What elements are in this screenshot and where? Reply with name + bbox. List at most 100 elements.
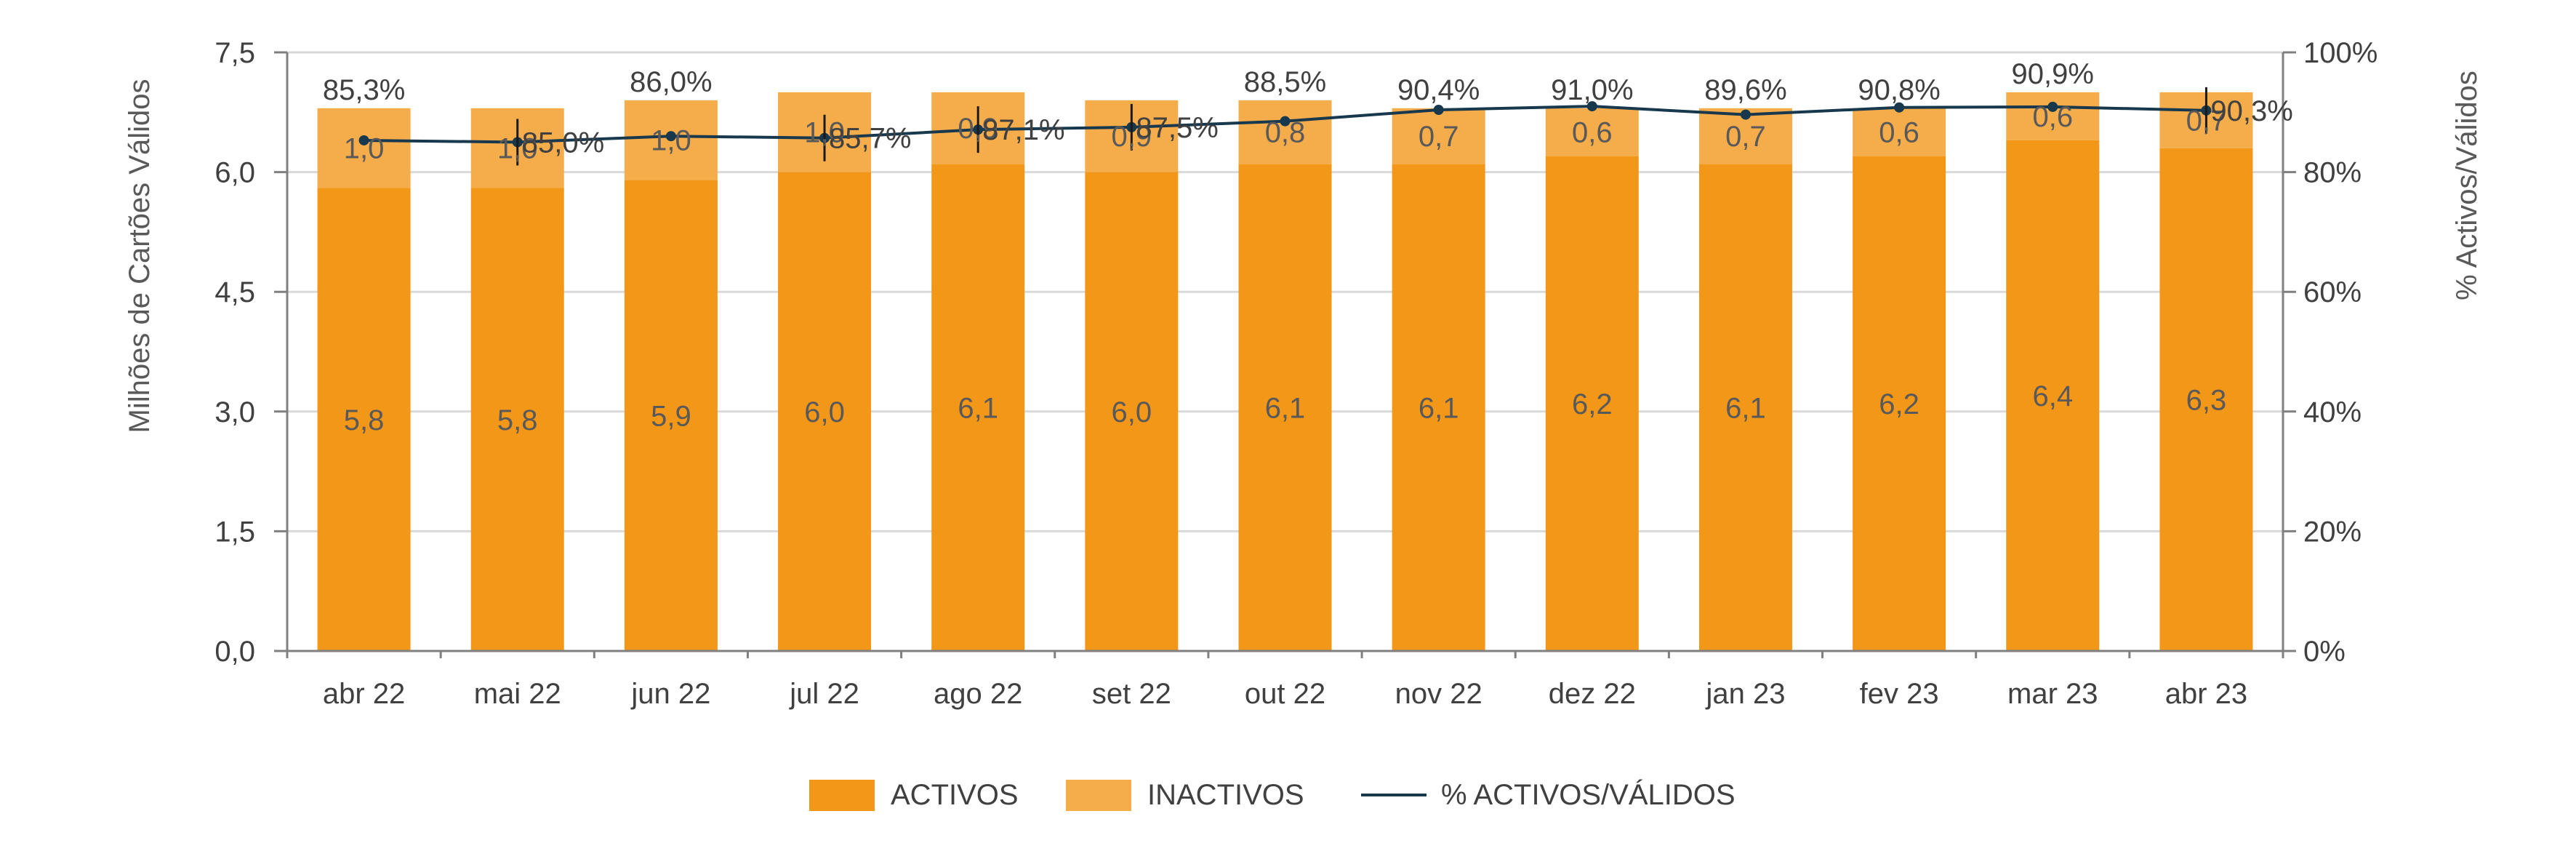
- data-label-percent: 85,0%: [522, 127, 604, 159]
- bar-activos: [1853, 156, 1946, 652]
- data-label-percent: 86,0%: [630, 66, 712, 98]
- tick-labels: 0,0 1,5 3,0 4,5 6,0 7,5 0% 20% 40% 60% 80% 100% abr …: [214, 37, 2378, 710]
- percent-point: [1894, 102, 1905, 113]
- y-right-tick-label: 0%: [2303, 636, 2346, 668]
- legend-swatch-activos: [809, 780, 875, 811]
- bar-inactivos: [1853, 108, 1946, 156]
- data-label-inactivos: 0,6: [1572, 117, 1613, 149]
- y-right-tick-label: 20%: [2303, 516, 2362, 548]
- data-labels: 5,8 1,0 5,8 1,0 5,9 1,0 6,0 1,0 6,1 0,9 6,0 0,9 6,1 0…: [323, 58, 2293, 436]
- x-tick-label: abr 22: [323, 678, 405, 710]
- bar-activos: [2159, 148, 2253, 651]
- data-label-activos: 6,1: [958, 392, 998, 424]
- data-label-inactivos: 0,8: [1265, 117, 1306, 149]
- data-label-percent: 90,9%: [2012, 58, 2094, 90]
- y-axis-title-right: % Activos/Válidos: [2451, 71, 2483, 300]
- data-label-activos: 6,2: [1572, 388, 1613, 420]
- data-label-percent: 85,3%: [323, 74, 405, 106]
- bar-inactivos: [1545, 108, 1639, 156]
- bar-activos: [470, 188, 564, 652]
- data-label-percent: 87,1%: [982, 114, 1064, 146]
- data-label-activos: 6,2: [1879, 388, 1919, 420]
- y-tick-label: 7,5: [214, 37, 255, 69]
- x-tick-label: mai 22: [474, 678, 561, 710]
- y-right-tick-label: 40%: [2303, 396, 2362, 428]
- bar-inactivos: [2006, 92, 2100, 140]
- y-axis-title-left: Milhões de Cartões Válidos: [124, 79, 156, 434]
- data-label-activos: 5,8: [344, 404, 385, 436]
- data-label-activos: 5,8: [497, 404, 538, 436]
- data-label-percent: 87,5%: [1136, 112, 1218, 144]
- x-tick-label: jun 22: [630, 678, 710, 710]
- percent-point: [1740, 109, 1751, 120]
- x-tick-label: jul 22: [789, 678, 859, 710]
- x-tick-label: fev 23: [1860, 678, 1939, 710]
- bar-activos: [1545, 156, 1639, 652]
- data-label-activos: 6,1: [1265, 392, 1306, 424]
- data-label-inactivos: 0,6: [1879, 117, 1919, 149]
- bar-activos: [1392, 164, 1485, 652]
- data-label-activos: 6,1: [1725, 392, 1766, 424]
- x-tick-label: jan 23: [1705, 678, 1785, 710]
- data-label-percent: 85,7%: [829, 123, 911, 155]
- percent-point: [358, 135, 369, 145]
- bar-inactivos: [317, 108, 411, 188]
- data-label-percent: 90,3%: [2210, 95, 2292, 127]
- percent-point: [2047, 101, 2058, 112]
- y-tick-label: 0,0: [214, 636, 255, 668]
- data-label-inactivos: 0,9: [1112, 121, 1152, 153]
- data-label-percent: 90,4%: [1397, 74, 1480, 106]
- legend-swatch-inactivos: [1066, 780, 1131, 811]
- data-label-inactivos: 0,7: [2186, 105, 2227, 137]
- bar-inactivos: [1392, 108, 1485, 164]
- data-label-percent: 91,0%: [1551, 74, 1633, 106]
- percent-point: [665, 131, 676, 142]
- y-right-tick-label: 100%: [2303, 37, 2378, 69]
- axes: [274, 51, 2296, 658]
- x-tick-label: mar 23: [2007, 678, 2098, 710]
- data-label-inactivos: 1,0: [651, 125, 691, 157]
- data-label-inactivos: 1,0: [497, 133, 538, 165]
- y-tick-label: 4,5: [214, 276, 255, 308]
- legend-label-percent: % ACTIVOS/VÁLIDOS: [1441, 778, 1736, 811]
- bar-inactivos: [1238, 100, 1332, 164]
- x-tick-label: set 22: [1092, 678, 1171, 710]
- legend: ACTIVOS INACTIVOS % ACTIVOS/VÁLIDOS: [809, 778, 1736, 811]
- percent-line: [358, 87, 2212, 166]
- bar-activos: [778, 172, 872, 652]
- percent-point: [1586, 101, 1597, 112]
- data-label-activos: 5,9: [651, 400, 691, 432]
- bar-activos: [317, 188, 411, 652]
- bar-activos: [1698, 164, 1792, 652]
- x-tick-label: dez 22: [1549, 678, 1636, 710]
- percent-point: [1433, 105, 1444, 116]
- data-label-inactivos: 0,6: [2032, 101, 2073, 133]
- y-tick-label: 6,0: [214, 157, 255, 189]
- bar-activos: [1238, 164, 1332, 652]
- bar-activos: [931, 164, 1025, 652]
- data-label-inactivos: 0,7: [1419, 121, 1459, 153]
- data-label-percent: 88,5%: [1244, 66, 1326, 98]
- data-label-activos: 6,0: [1112, 396, 1152, 428]
- x-tick-label: out 22: [1245, 678, 1325, 710]
- x-tick-label: ago 22: [934, 678, 1022, 710]
- data-label-percent: 89,6%: [1704, 74, 1786, 106]
- bar-activos: [624, 180, 718, 651]
- x-tick-label: nov 22: [1395, 678, 1482, 710]
- data-label-activos: 6,4: [2032, 380, 2073, 412]
- data-label-inactivos: 1,0: [344, 133, 385, 165]
- x-tick-label: abr 23: [2165, 678, 2247, 710]
- legend-label-inactivos: INACTIVOS: [1147, 779, 1304, 811]
- data-label-inactivos: 0,7: [1725, 121, 1766, 153]
- y-right-tick-label: 80%: [2303, 157, 2362, 189]
- percent-point: [1280, 116, 1291, 127]
- data-label-inactivos: 0,9: [958, 113, 998, 145]
- data-label-activos: 6,1: [1419, 392, 1459, 424]
- data-label-inactivos: 1,0: [804, 117, 845, 149]
- bars: [317, 92, 2253, 652]
- bar-activos: [1085, 172, 1179, 652]
- data-label-percent: 90,8%: [1858, 74, 1940, 106]
- legend-label-activos: ACTIVOS: [891, 779, 1019, 811]
- data-label-activos: 6,3: [2186, 384, 2227, 416]
